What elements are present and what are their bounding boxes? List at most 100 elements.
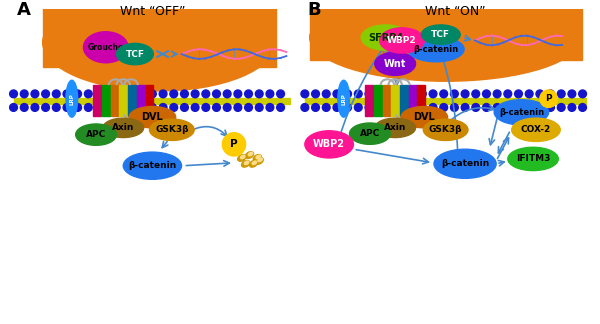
Ellipse shape	[250, 160, 257, 167]
Text: β-catenin: β-catenin	[413, 45, 458, 54]
Ellipse shape	[63, 104, 71, 111]
Ellipse shape	[116, 104, 124, 111]
Ellipse shape	[234, 90, 242, 98]
Ellipse shape	[95, 90, 103, 98]
Ellipse shape	[333, 90, 341, 98]
Ellipse shape	[547, 104, 554, 111]
Ellipse shape	[85, 90, 92, 98]
Bar	[128, 85, 136, 116]
Text: WBP2: WBP2	[387, 36, 417, 45]
Ellipse shape	[547, 90, 554, 98]
Ellipse shape	[31, 104, 39, 111]
Ellipse shape	[472, 104, 479, 111]
Ellipse shape	[138, 90, 146, 98]
Text: β-catenin: β-catenin	[499, 108, 544, 117]
Bar	[137, 85, 145, 116]
Ellipse shape	[43, 0, 276, 91]
Ellipse shape	[494, 100, 548, 125]
Ellipse shape	[376, 104, 383, 111]
Ellipse shape	[440, 104, 448, 111]
Ellipse shape	[170, 90, 178, 98]
Ellipse shape	[418, 104, 426, 111]
Ellipse shape	[149, 104, 156, 111]
Ellipse shape	[418, 90, 426, 98]
Ellipse shape	[52, 90, 60, 98]
Ellipse shape	[76, 124, 116, 145]
Ellipse shape	[241, 155, 245, 159]
Ellipse shape	[277, 104, 284, 111]
Text: WBP2: WBP2	[313, 139, 345, 149]
Ellipse shape	[424, 119, 468, 141]
Ellipse shape	[83, 32, 128, 63]
Ellipse shape	[256, 155, 260, 159]
Ellipse shape	[212, 104, 220, 111]
Ellipse shape	[159, 104, 167, 111]
Ellipse shape	[305, 131, 353, 158]
Ellipse shape	[223, 90, 231, 98]
Ellipse shape	[266, 90, 274, 98]
Bar	[102, 85, 110, 116]
Ellipse shape	[557, 90, 565, 98]
Text: Wnt “ON”: Wnt “ON”	[425, 5, 485, 18]
Ellipse shape	[482, 90, 490, 98]
Ellipse shape	[63, 90, 71, 98]
Ellipse shape	[106, 90, 113, 98]
Ellipse shape	[461, 90, 469, 98]
Ellipse shape	[223, 104, 231, 111]
Ellipse shape	[344, 90, 352, 98]
Ellipse shape	[361, 25, 410, 50]
Ellipse shape	[440, 90, 448, 98]
Ellipse shape	[508, 147, 558, 170]
Text: β-catenin: β-catenin	[441, 159, 489, 168]
Ellipse shape	[311, 104, 319, 111]
Ellipse shape	[74, 90, 82, 98]
Ellipse shape	[344, 104, 352, 111]
Text: TCF: TCF	[431, 30, 451, 39]
Text: Wnt “OFF”: Wnt “OFF”	[119, 5, 185, 18]
Ellipse shape	[568, 104, 576, 111]
Ellipse shape	[42, 104, 49, 111]
Bar	[400, 85, 408, 116]
Bar	[119, 85, 127, 116]
Ellipse shape	[10, 104, 17, 111]
Ellipse shape	[138, 104, 146, 111]
Ellipse shape	[223, 133, 245, 156]
Text: Axin: Axin	[384, 123, 406, 132]
Ellipse shape	[181, 90, 188, 98]
Bar	[110, 85, 118, 116]
Ellipse shape	[472, 90, 479, 98]
Text: IFITM3: IFITM3	[516, 155, 550, 163]
Bar	[409, 85, 416, 116]
Ellipse shape	[301, 90, 309, 98]
Ellipse shape	[434, 149, 496, 178]
Ellipse shape	[401, 107, 448, 128]
Ellipse shape	[482, 104, 490, 111]
Ellipse shape	[375, 52, 416, 75]
Ellipse shape	[245, 90, 253, 98]
Bar	[14, 98, 290, 104]
Ellipse shape	[95, 104, 103, 111]
Ellipse shape	[149, 90, 156, 98]
Ellipse shape	[253, 155, 262, 161]
Ellipse shape	[536, 90, 544, 98]
Text: P: P	[545, 94, 552, 103]
Text: SFRP4: SFRP4	[368, 32, 403, 42]
Ellipse shape	[386, 90, 394, 98]
Text: P: P	[230, 139, 238, 149]
Ellipse shape	[191, 104, 199, 111]
Ellipse shape	[504, 90, 512, 98]
Ellipse shape	[365, 90, 373, 98]
Bar	[383, 85, 391, 116]
Ellipse shape	[451, 90, 458, 98]
Ellipse shape	[311, 90, 319, 98]
Ellipse shape	[31, 90, 39, 98]
Ellipse shape	[493, 90, 501, 98]
Ellipse shape	[212, 90, 220, 98]
Text: COX-2: COX-2	[521, 125, 551, 134]
Ellipse shape	[244, 161, 249, 165]
Text: GSK3β: GSK3β	[155, 125, 188, 134]
Ellipse shape	[123, 152, 182, 179]
Text: LRP: LRP	[341, 93, 346, 105]
Ellipse shape	[408, 104, 416, 111]
Ellipse shape	[116, 43, 154, 65]
